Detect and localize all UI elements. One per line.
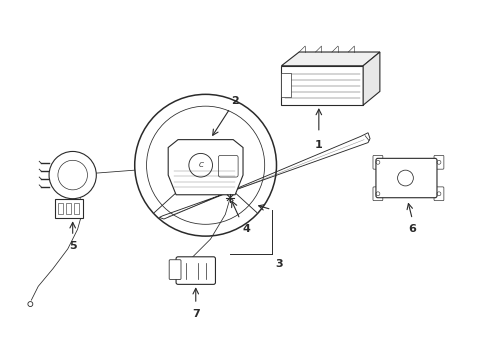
FancyBboxPatch shape (58, 203, 63, 215)
FancyBboxPatch shape (74, 203, 79, 215)
FancyBboxPatch shape (375, 158, 436, 198)
Text: 1: 1 (314, 140, 322, 149)
Text: 5: 5 (69, 241, 76, 251)
Text: 6: 6 (407, 224, 415, 234)
Polygon shape (159, 133, 369, 219)
Polygon shape (281, 66, 363, 105)
Polygon shape (363, 52, 379, 105)
FancyBboxPatch shape (218, 156, 238, 177)
FancyBboxPatch shape (433, 187, 443, 201)
Text: C: C (198, 162, 203, 168)
FancyBboxPatch shape (281, 73, 291, 97)
FancyBboxPatch shape (176, 257, 215, 284)
Polygon shape (168, 140, 243, 195)
FancyBboxPatch shape (55, 199, 82, 219)
Text: 2: 2 (231, 96, 239, 106)
FancyBboxPatch shape (372, 156, 382, 169)
Polygon shape (281, 52, 379, 66)
FancyBboxPatch shape (372, 187, 382, 201)
FancyBboxPatch shape (169, 260, 181, 279)
Text: 4: 4 (242, 224, 249, 234)
FancyBboxPatch shape (433, 156, 443, 169)
Circle shape (49, 152, 96, 199)
FancyBboxPatch shape (66, 203, 71, 215)
Text: 3: 3 (275, 259, 283, 269)
Text: 7: 7 (191, 309, 199, 319)
